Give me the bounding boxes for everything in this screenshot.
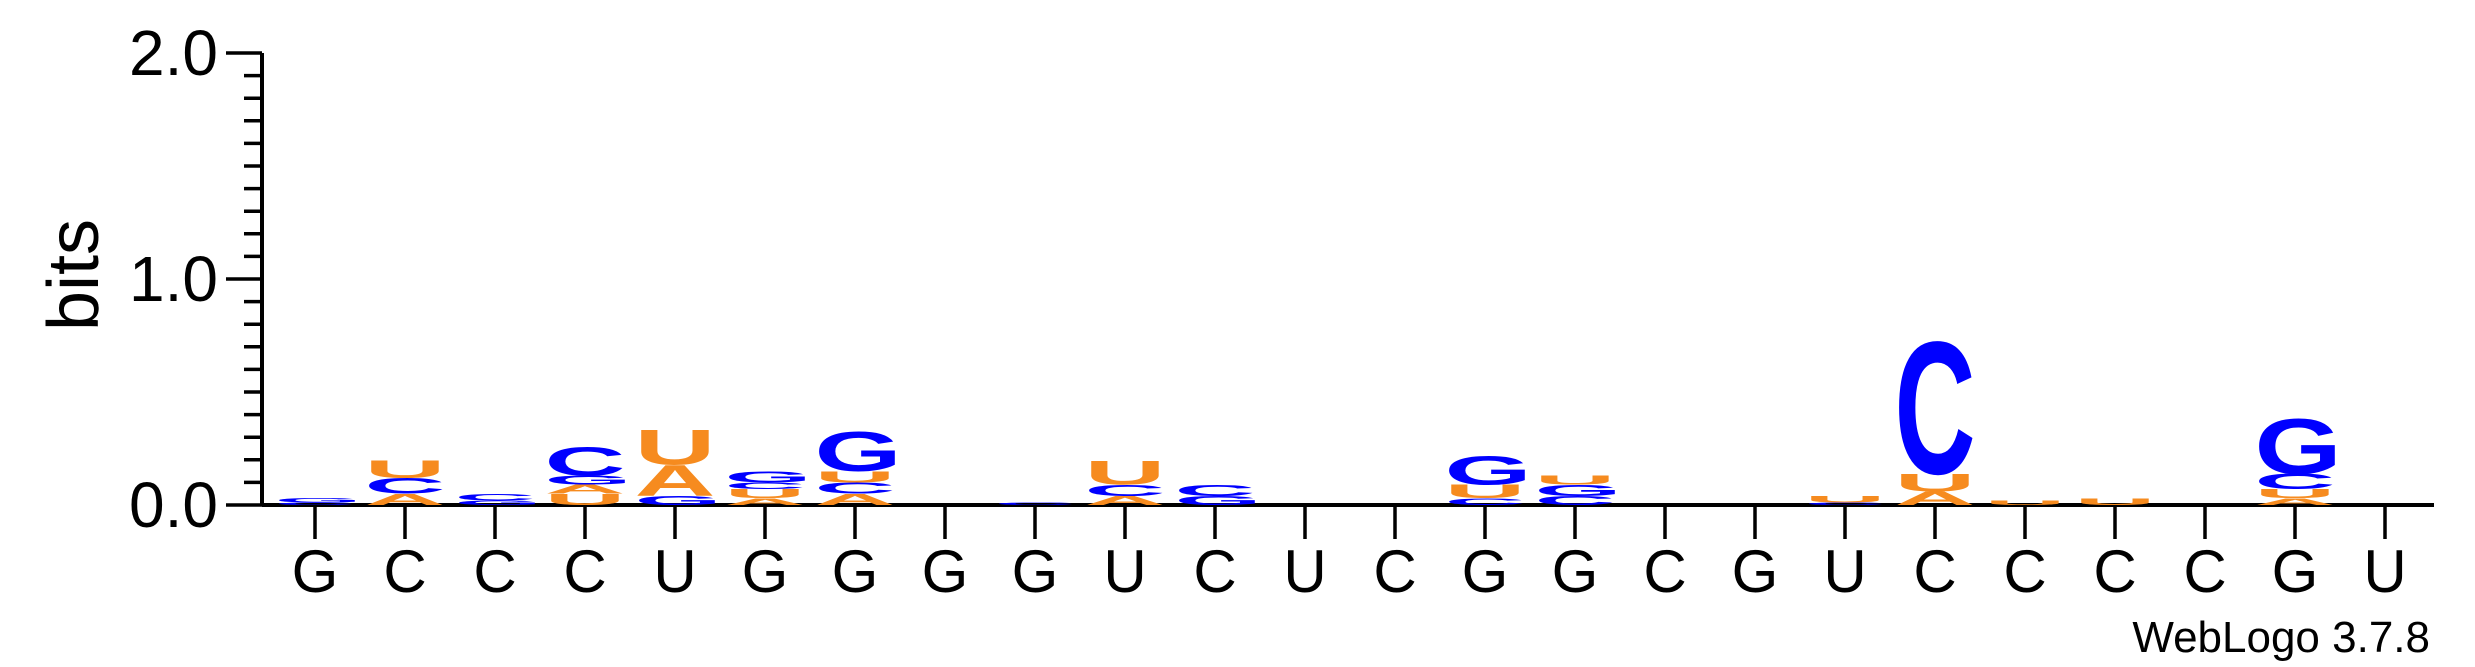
logo-glyph: G — [1535, 482, 1622, 500]
logo-glyph: G — [2255, 402, 2342, 491]
x-tick-label: C — [563, 538, 606, 605]
logo-glyph: U — [1805, 494, 1886, 505]
logo-glyph: U — [1445, 481, 1526, 502]
x-tick-label: G — [2272, 538, 2319, 605]
logo-glyph: C — [1895, 302, 1976, 514]
logo-glyph: C — [1535, 494, 1616, 508]
logo-glyph: G — [545, 473, 632, 487]
logo-glyph: C — [455, 492, 536, 503]
logo-glyph: C — [1175, 482, 1256, 500]
chart-axes: 0.0 1.0 2.0 — [129, 17, 2434, 541]
x-tick-label: C — [2003, 538, 2046, 605]
logo-glyph: U — [635, 419, 716, 475]
weblogo-version-label: WebLogo 3.7.8 — [2132, 613, 2430, 662]
logo-glyph: C — [275, 502, 356, 506]
logo-glyph: A — [1895, 488, 1976, 509]
x-tick-label: G — [922, 538, 969, 605]
logo-glyph: U — [1895, 469, 1976, 497]
x-tick-label: C — [383, 538, 426, 605]
logo-glyph: A — [2255, 496, 2336, 507]
x-tick-label: U — [1103, 538, 1146, 605]
logo-glyph: A — [635, 457, 716, 506]
logo-glyph: A — [725, 496, 806, 507]
x-tick-label: G — [1732, 538, 1779, 605]
logo-glyph: C — [815, 479, 896, 497]
logo-glyph: G — [1445, 448, 1532, 494]
logo-glyph: G — [455, 499, 542, 506]
x-tick-label: U — [2363, 538, 2406, 605]
x-tick-label: U — [653, 538, 696, 605]
logo-glyph: C — [1445, 496, 1526, 507]
x-tick-label: C — [1913, 538, 1956, 605]
x-tick-label: C — [2183, 538, 2226, 605]
x-tick-label: C — [2093, 538, 2136, 605]
logo-glyph: A — [545, 482, 626, 496]
logo-glyph: C — [1085, 482, 1166, 500]
x-tick-label: U — [1283, 538, 1326, 605]
logo-glyph: U — [2075, 496, 2156, 507]
logo-glyph: G — [725, 468, 812, 486]
x-tick-label: C — [1643, 538, 1686, 605]
logo-glyph: U — [1085, 453, 1166, 492]
logo-glyph: C — [1805, 502, 1886, 506]
logo-glyph: G — [275, 497, 362, 504]
x-tick-label: G — [742, 538, 789, 605]
logo-glyph: A — [815, 491, 896, 509]
x-tick-label: C — [1373, 538, 1416, 605]
x-tick-label: G — [1462, 538, 1509, 605]
x-tick-label: C — [473, 538, 516, 605]
logo-glyph: G — [1175, 494, 1262, 508]
x-tick-label: U — [1823, 538, 1866, 605]
y-tick-label: 1.0 — [129, 243, 218, 315]
logo-glyph: C — [545, 439, 626, 485]
logo-glyph: C — [365, 474, 446, 499]
logo-glyph: U — [2255, 487, 2336, 501]
x-tick-label: G — [292, 538, 339, 605]
y-axis-label: bits — [34, 219, 114, 331]
logo-glyph: C — [725, 481, 806, 492]
logo-glyph: U — [365, 455, 446, 483]
logo-glyph: U — [1535, 473, 1616, 487]
x-tick-label: G — [1552, 538, 1599, 605]
logo-glyph: U — [545, 491, 626, 509]
logo-glyph: G — [635, 494, 722, 508]
logo-glyph: U — [725, 487, 806, 501]
logo-glyph: U — [1985, 499, 2066, 506]
logo-glyph: A — [1085, 494, 1166, 508]
y-tick-label: 0.0 — [129, 469, 218, 541]
logo-glyph: A — [365, 491, 446, 509]
x-tick-label: G — [1012, 538, 1059, 605]
logo-glyph: C — [995, 502, 1076, 506]
x-tick-label: G — [832, 538, 879, 605]
x-tick-label: C — [1193, 538, 1236, 605]
logo-glyph: U — [815, 468, 896, 486]
logo-glyph: G — [815, 420, 902, 483]
logo-glyph: C — [2255, 470, 2336, 495]
y-tick-label: 2.0 — [129, 17, 218, 89]
